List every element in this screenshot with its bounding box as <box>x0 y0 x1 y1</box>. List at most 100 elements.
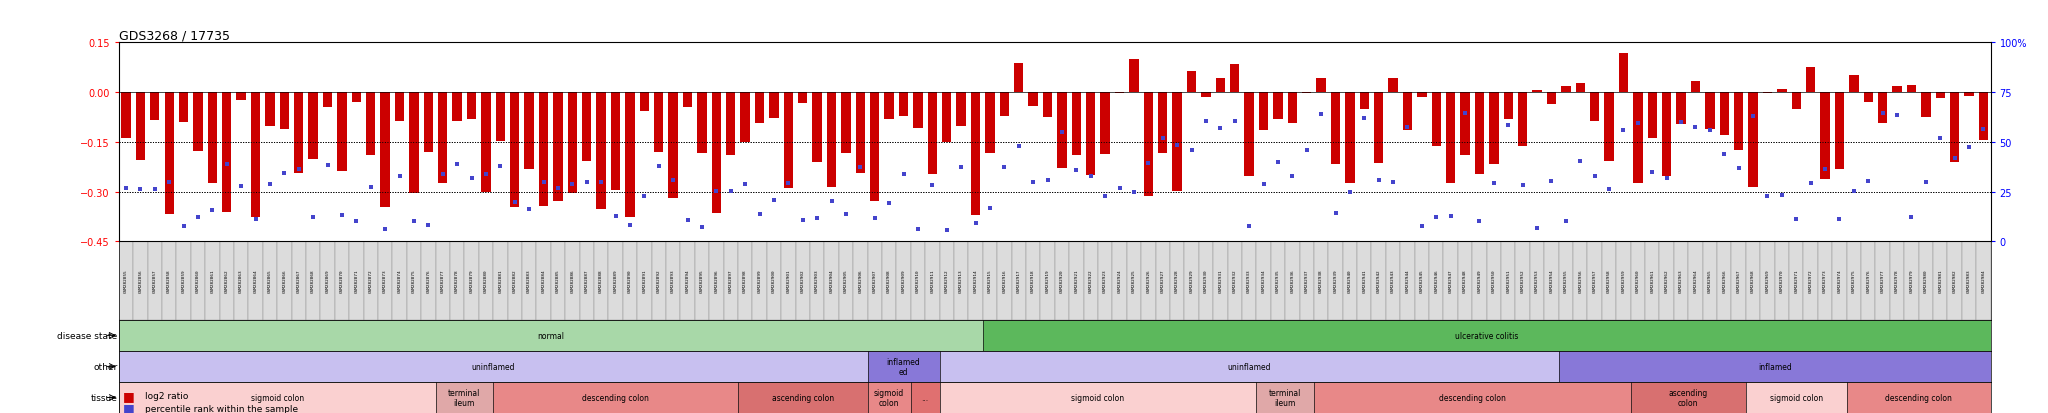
Text: GSM282859: GSM282859 <box>182 269 186 293</box>
Point <box>139 186 172 192</box>
Text: GSM282894: GSM282894 <box>686 269 690 293</box>
Bar <box>1198 242 1212 320</box>
Bar <box>481 93 492 192</box>
Bar <box>1688 242 1702 320</box>
Point <box>1737 114 1769 120</box>
Text: terminal
ileum: terminal ileum <box>449 388 481 407</box>
Bar <box>1171 93 1182 192</box>
Bar <box>1417 93 1427 98</box>
Bar <box>1143 93 1153 196</box>
Bar <box>233 242 248 320</box>
Point <box>311 163 344 169</box>
Text: GSM282961: GSM282961 <box>1651 269 1655 293</box>
Bar <box>1561 87 1571 93</box>
Bar <box>352 93 360 103</box>
Point <box>1477 180 1509 187</box>
Bar <box>1042 93 1053 118</box>
Point <box>973 205 1006 211</box>
Bar <box>1098 242 1112 320</box>
Bar <box>752 242 766 320</box>
Text: GSM282970: GSM282970 <box>1780 269 1784 293</box>
Bar <box>668 93 678 199</box>
Bar <box>348 242 365 320</box>
Text: GSM282870: GSM282870 <box>340 269 344 293</box>
Point <box>326 212 358 219</box>
Text: GSM282974: GSM282974 <box>1837 269 1841 293</box>
Text: GSM282969: GSM282969 <box>1765 269 1769 293</box>
Text: GSM282904: GSM282904 <box>829 269 834 293</box>
Bar <box>1677 93 1686 125</box>
Text: GSM282887: GSM282887 <box>586 269 588 293</box>
Bar <box>1692 81 1700 93</box>
Bar <box>770 93 778 119</box>
Bar <box>983 320 1991 351</box>
Text: GSM282959: GSM282959 <box>1622 269 1626 293</box>
Bar <box>637 242 651 320</box>
Text: GSM282915: GSM282915 <box>987 269 991 293</box>
Text: GSM282927: GSM282927 <box>1161 269 1165 293</box>
Point <box>801 216 834 222</box>
Bar <box>1864 93 1874 102</box>
Bar <box>395 93 403 122</box>
Point <box>657 178 690 184</box>
Bar <box>422 242 436 320</box>
Bar <box>709 242 723 320</box>
Bar <box>1749 93 1757 188</box>
Bar <box>1776 242 1790 320</box>
Bar <box>510 93 520 207</box>
Bar <box>295 93 303 173</box>
Text: GSM282885: GSM282885 <box>555 269 559 293</box>
Bar <box>248 242 262 320</box>
Point <box>772 180 805 187</box>
Bar <box>1616 242 1630 320</box>
Point <box>498 199 530 206</box>
Bar <box>567 93 578 193</box>
Bar <box>266 93 274 127</box>
Point <box>1966 126 1999 133</box>
Bar <box>1731 242 1745 320</box>
Bar <box>1559 351 1991 382</box>
Bar <box>553 93 563 202</box>
Point <box>354 185 387 191</box>
Text: GSM282984: GSM282984 <box>1982 269 1985 293</box>
Text: GSM282941: GSM282941 <box>1362 269 1366 293</box>
Bar <box>1878 93 1888 123</box>
Bar <box>723 242 737 320</box>
Text: GSM282964: GSM282964 <box>1694 269 1698 293</box>
Point <box>672 217 705 223</box>
Text: GSM282976: GSM282976 <box>1866 269 1870 293</box>
Text: ulcerative colitis: ulcerative colitis <box>1454 331 1518 340</box>
Text: GSM282949: GSM282949 <box>1477 269 1481 293</box>
Bar <box>854 242 868 320</box>
Point <box>1651 175 1683 182</box>
Point <box>1491 122 1524 129</box>
Bar <box>1460 93 1470 155</box>
Bar <box>1315 242 1329 320</box>
Point <box>1090 193 1122 200</box>
Bar <box>1157 93 1167 153</box>
Bar <box>524 93 535 169</box>
Bar <box>1444 242 1458 320</box>
Point <box>1608 127 1640 134</box>
Text: GSM282866: GSM282866 <box>283 269 287 293</box>
Text: GSM282884: GSM282884 <box>541 269 545 293</box>
Bar <box>696 93 707 154</box>
Point <box>1276 173 1309 180</box>
Text: GSM282917: GSM282917 <box>1016 269 1020 293</box>
Bar <box>1645 242 1659 320</box>
Text: GSM282913: GSM282913 <box>958 269 963 293</box>
Bar <box>1907 86 1917 93</box>
Text: GSM282893: GSM282893 <box>672 269 676 293</box>
Bar <box>365 242 379 320</box>
Point <box>1161 142 1194 149</box>
Text: GSM282965: GSM282965 <box>1708 269 1712 293</box>
Bar <box>1386 242 1401 320</box>
Bar <box>868 382 911 413</box>
Bar <box>784 93 793 188</box>
Bar <box>870 93 879 202</box>
Point <box>1419 214 1452 221</box>
Bar <box>190 242 205 320</box>
Point <box>1448 111 1481 117</box>
Point <box>1722 165 1755 172</box>
Bar <box>164 93 174 215</box>
